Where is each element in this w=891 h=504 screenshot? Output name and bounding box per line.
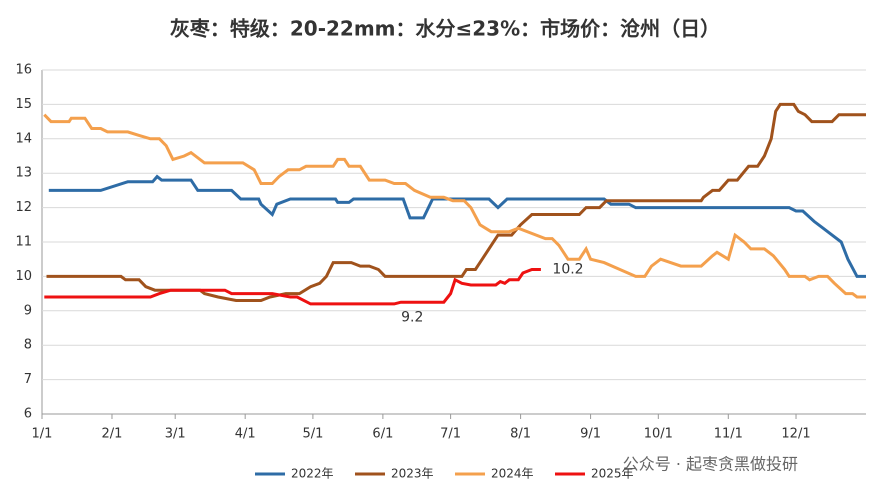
y-tick-label: 8 <box>24 338 32 353</box>
y-tick-label: 15 <box>15 97 32 112</box>
x-tick-label: 11/1 <box>714 427 743 442</box>
y-tick-label: 13 <box>15 166 32 181</box>
legend-label: 2024年 <box>491 467 534 481</box>
x-tick-label: 2/1 <box>102 427 123 442</box>
y-tick-label: 6 <box>24 407 32 422</box>
y-tick-label: 7 <box>24 372 32 387</box>
line-series <box>43 113 866 299</box>
annotation: 9.2 <box>401 310 423 326</box>
x-tick-label: 3/1 <box>165 427 186 442</box>
x-tick-label: 6/1 <box>372 427 393 442</box>
legend-label: 2025年 <box>591 467 634 481</box>
x-tick-label: 10/1 <box>644 427 673 442</box>
y-tick-label: 12 <box>15 200 32 215</box>
x-tick-label: 12/1 <box>781 427 810 442</box>
x-tick-label: 7/1 <box>440 427 461 442</box>
y-tick-label: 11 <box>15 235 32 250</box>
y-tick-label: 16 <box>15 63 32 78</box>
x-tick-label: 5/1 <box>302 427 323 442</box>
y-tick-label: 9 <box>24 303 32 318</box>
x-tick-label: 9/1 <box>580 427 601 442</box>
y-tick-label: 14 <box>15 131 32 146</box>
annotation: 10.2 <box>552 262 583 278</box>
watermark: 公众号 · 起枣贪黑做投研 <box>623 455 798 474</box>
line-series <box>44 268 541 306</box>
legend-label: 2023年 <box>391 467 434 481</box>
x-tick-label: 8/1 <box>510 427 531 442</box>
line-series <box>46 102 866 302</box>
y-tick-label: 10 <box>15 269 32 284</box>
chart-title: 灰枣：特级：20-22mm：水分≤23%：市场价：沧州（日） <box>170 17 720 41</box>
x-tick-label: 1/1 <box>32 427 53 442</box>
line-series <box>48 174 866 278</box>
legend-label: 2022年 <box>291 467 334 481</box>
x-tick-label: 4/1 <box>235 427 256 442</box>
